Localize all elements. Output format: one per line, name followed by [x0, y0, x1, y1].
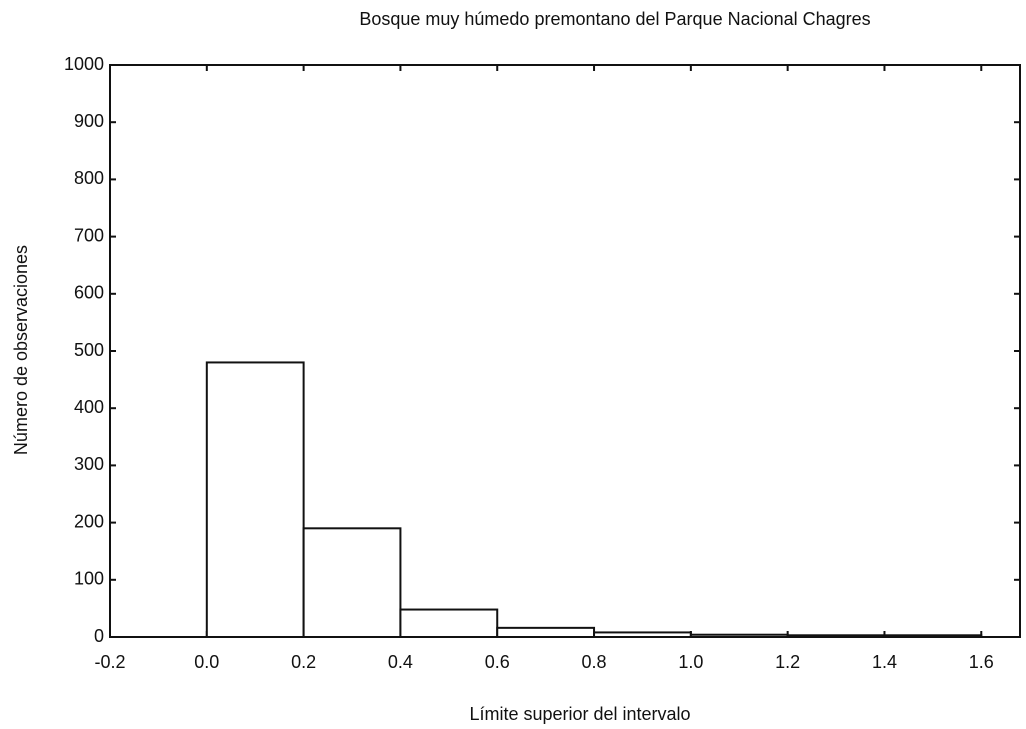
y-tick-label: 0	[94, 626, 104, 646]
x-tick-label: -0.2	[94, 652, 125, 672]
y-axis-label: Número de observaciones	[11, 245, 31, 455]
x-tick-label: 0.6	[485, 652, 510, 672]
x-tick-label: 0.0	[194, 652, 219, 672]
bar	[399, 608, 499, 639]
x-tick-label: 1.4	[872, 652, 897, 672]
y-tick-label: 900	[74, 111, 104, 131]
x-tick-label: 1.0	[678, 652, 703, 672]
x-tick-label: 1.2	[775, 652, 800, 672]
bar	[689, 633, 789, 638]
bar	[496, 626, 596, 639]
y-tick-label: 500	[74, 340, 104, 360]
y-tick-label: 400	[74, 397, 104, 417]
x-tick-label: 0.8	[582, 652, 607, 672]
y-tick-label: 600	[74, 283, 104, 303]
bar	[205, 361, 305, 638]
y-tick-label: 700	[74, 225, 104, 245]
y-tick-label: 200	[74, 511, 104, 531]
x-tick-label: 0.4	[388, 652, 413, 672]
y-tick-label: 300	[74, 454, 104, 474]
y-tick-label: 1000	[64, 54, 104, 74]
x-tick-label: 0.2	[291, 652, 316, 672]
bar	[593, 631, 692, 639]
bar	[786, 634, 886, 638]
bar	[302, 527, 402, 639]
bar	[883, 634, 983, 638]
y-tick-label: 100	[74, 569, 104, 589]
x-tick-label: 1.6	[969, 652, 994, 672]
chart-title: Bosque muy húmedo premontano del Parque …	[359, 9, 870, 29]
y-tick-label: 800	[74, 168, 104, 188]
x-axis-label: Límite superior del intervalo	[469, 704, 690, 724]
